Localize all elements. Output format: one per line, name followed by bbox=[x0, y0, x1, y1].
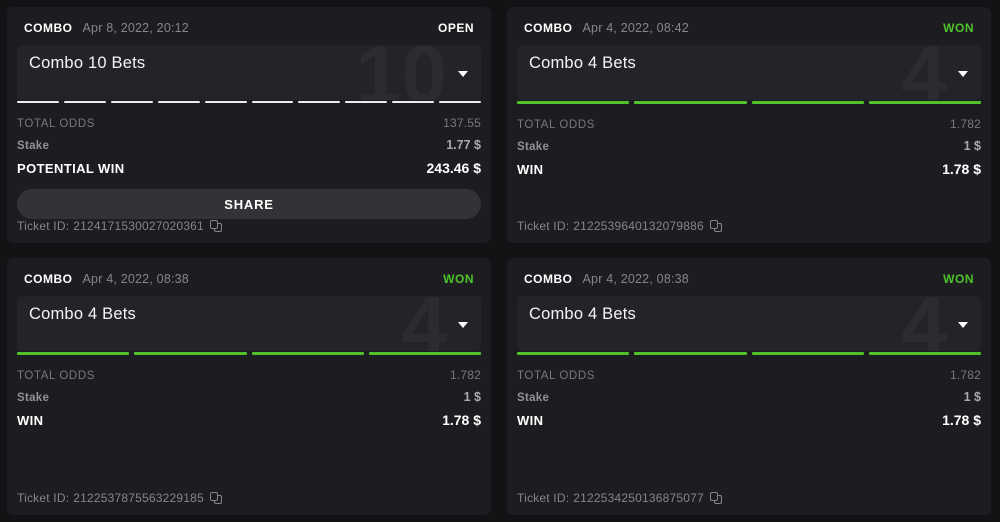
stake-value: 1 $ bbox=[463, 390, 481, 404]
total-odds-label: TOTAL ODDS bbox=[17, 118, 95, 130]
win-value: 1.78 $ bbox=[942, 412, 981, 428]
bet-datetime: Apr 8, 2022, 20:12 bbox=[82, 21, 189, 35]
bet-card-open-combo10: COMBO Apr 8, 2022, 20:12 OPEN Combo 10 B… bbox=[7, 7, 491, 243]
total-odds-value: 1.782 bbox=[949, 117, 981, 131]
ticket-id-value: 2122539640132079886 bbox=[573, 219, 704, 233]
ticket-id-value: 2122534250136875077 bbox=[573, 491, 704, 505]
total-odds-value: 1.782 bbox=[949, 368, 981, 382]
card-header: COMBO Apr 4, 2022, 08:42 WON bbox=[517, 13, 981, 45]
bet-title: Combo 4 Bets bbox=[529, 305, 636, 323]
bet-card-won-combo4-c: COMBO Apr 4, 2022, 08:38 WON Combo 4 Bet… bbox=[507, 258, 991, 515]
copy-icon[interactable] bbox=[709, 219, 723, 233]
total-odds-row: TOTAL ODDS 1.782 bbox=[517, 113, 981, 135]
ticket-id-row: Ticket ID: 2124171530027020361 bbox=[17, 219, 481, 233]
bet-count-watermark: 10 bbox=[355, 45, 447, 100]
total-odds-value: 1.782 bbox=[449, 368, 481, 382]
stake-value: 1 $ bbox=[963, 139, 981, 153]
status-badge: WON bbox=[943, 21, 974, 35]
copy-icon[interactable] bbox=[209, 491, 223, 505]
chevron-down-icon[interactable] bbox=[458, 70, 468, 77]
stake-row: Stake 1 $ bbox=[517, 386, 981, 408]
win-value: 1.78 $ bbox=[442, 412, 481, 428]
bet-title-panel[interactable]: Combo 4 Bets 4 bbox=[17, 296, 481, 351]
bet-datetime: Apr 4, 2022, 08:42 bbox=[582, 21, 689, 35]
total-odds-label: TOTAL ODDS bbox=[517, 119, 595, 131]
potential-win-label: POTENTIAL WIN bbox=[17, 161, 125, 176]
chevron-down-icon[interactable] bbox=[958, 321, 968, 328]
ticket-id-value: 2122537875563229185 bbox=[73, 491, 204, 505]
total-odds-value: 137.55 bbox=[443, 116, 481, 130]
stake-value: 1.77 $ bbox=[446, 138, 481, 152]
stake-label: Stake bbox=[517, 141, 550, 153]
potential-win-value: 243.46 $ bbox=[426, 160, 482, 176]
total-odds-row: TOTAL ODDS 1.782 bbox=[517, 364, 981, 386]
potential-win-row: POTENTIAL WIN 243.46 $ bbox=[17, 156, 481, 180]
share-button[interactable]: SHARE bbox=[17, 189, 481, 219]
copy-icon[interactable] bbox=[209, 219, 223, 233]
win-label: WIN bbox=[517, 413, 544, 428]
bet-title: Combo 4 Bets bbox=[529, 54, 636, 72]
win-value: 1.78 $ bbox=[942, 161, 981, 177]
bet-count-watermark: 4 bbox=[401, 296, 447, 351]
bet-datetime: Apr 4, 2022, 08:38 bbox=[82, 272, 189, 286]
status-badge: OPEN bbox=[437, 21, 474, 35]
bet-legs-progress bbox=[17, 352, 481, 355]
card-header: COMBO Apr 4, 2022, 08:38 WON bbox=[517, 264, 981, 296]
bet-legs-progress bbox=[517, 352, 981, 355]
bet-count-watermark: 4 bbox=[901, 45, 947, 100]
card-header: COMBO Apr 8, 2022, 20:12 OPEN bbox=[17, 13, 481, 45]
ticket-id-row: Ticket ID: 2122539640132079886 bbox=[517, 219, 981, 233]
stake-label: Stake bbox=[17, 392, 50, 404]
status-badge: WON bbox=[943, 272, 974, 286]
copy-icon-front bbox=[709, 219, 718, 229]
stake-value: 1 $ bbox=[963, 390, 981, 404]
bet-card-won-combo4-a: COMBO Apr 4, 2022, 08:42 WON Combo 4 Bet… bbox=[507, 7, 991, 243]
bet-legs-progress bbox=[17, 101, 482, 103]
total-odds-row: TOTAL ODDS 1.782 bbox=[17, 364, 481, 386]
win-label: WIN bbox=[17, 413, 44, 428]
bet-type-label: COMBO bbox=[24, 272, 73, 286]
total-odds-row: TOTAL ODDS 137.55 bbox=[17, 112, 481, 134]
total-odds-label: TOTAL ODDS bbox=[517, 370, 595, 382]
copy-icon-front bbox=[709, 491, 718, 501]
copy-icon-front bbox=[209, 219, 218, 229]
bet-title-panel[interactable]: Combo 4 Bets 4 bbox=[517, 296, 981, 351]
win-row: WIN 1.78 $ bbox=[517, 408, 981, 432]
card-header: COMBO Apr 4, 2022, 08:38 WON bbox=[17, 264, 481, 296]
win-label: WIN bbox=[517, 162, 544, 177]
bet-title: Combo 10 Bets bbox=[29, 54, 146, 72]
bet-title-panel[interactable]: Combo 10 Bets 10 bbox=[17, 45, 481, 100]
ticket-id-value: 2124171530027020361 bbox=[73, 219, 204, 233]
ticket-id-label: Ticket ID: bbox=[17, 219, 70, 233]
status-badge: WON bbox=[443, 272, 474, 286]
bet-count-watermark: 4 bbox=[901, 296, 947, 351]
copy-icon-front bbox=[209, 491, 218, 501]
bet-title-panel[interactable]: Combo 4 Bets 4 bbox=[517, 45, 981, 100]
bet-legs-progress bbox=[517, 101, 981, 104]
bet-title: Combo 4 Bets bbox=[29, 305, 136, 323]
bet-type-label: COMBO bbox=[524, 21, 573, 35]
ticket-id-label: Ticket ID: bbox=[517, 219, 570, 233]
bet-card-won-combo4-b: COMBO Apr 4, 2022, 08:38 WON Combo 4 Bet… bbox=[7, 258, 491, 515]
stake-label: Stake bbox=[517, 392, 550, 404]
ticket-id-label: Ticket ID: bbox=[17, 491, 70, 505]
win-row: WIN 1.78 $ bbox=[17, 408, 481, 432]
ticket-id-row: Ticket ID: 2122537875563229185 bbox=[17, 491, 481, 505]
stake-label: Stake bbox=[17, 140, 50, 152]
copy-icon[interactable] bbox=[709, 491, 723, 505]
total-odds-label: TOTAL ODDS bbox=[17, 370, 95, 382]
win-row: WIN 1.78 $ bbox=[517, 157, 981, 181]
ticket-id-row: Ticket ID: 2122534250136875077 bbox=[517, 491, 981, 505]
bet-type-label: COMBO bbox=[24, 21, 73, 35]
stake-row: Stake 1 $ bbox=[17, 386, 481, 408]
bet-datetime: Apr 4, 2022, 08:38 bbox=[582, 272, 689, 286]
stake-row: Stake 1.77 $ bbox=[17, 134, 481, 156]
stake-row: Stake 1 $ bbox=[517, 135, 981, 157]
chevron-down-icon[interactable] bbox=[958, 70, 968, 77]
chevron-down-icon[interactable] bbox=[458, 321, 468, 328]
bet-type-label: COMBO bbox=[524, 272, 573, 286]
ticket-id-label: Ticket ID: bbox=[517, 491, 570, 505]
